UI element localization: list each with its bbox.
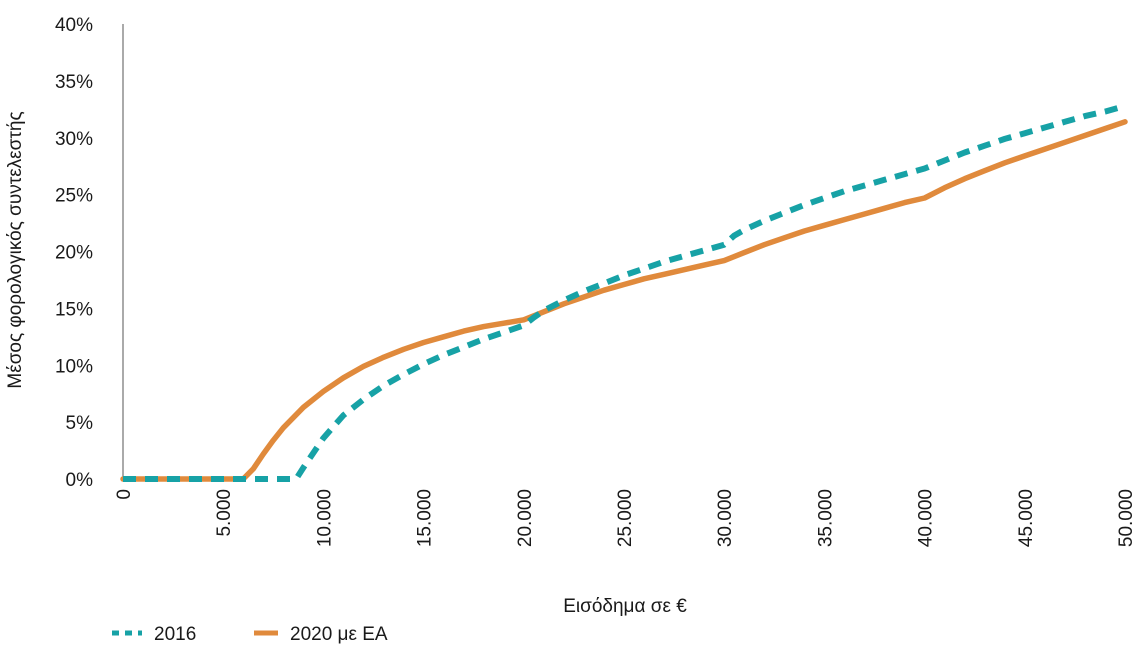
- series-line-2016: [123, 103, 1126, 482]
- y-tick-label: 35%: [55, 72, 93, 93]
- y-axis-title: Μέσος φορολογικός συντελεστής: [5, 111, 26, 388]
- legend-label: 2020 με ΕΑ: [290, 624, 388, 645]
- x-tick-label: 10.000: [314, 489, 335, 547]
- x-axis-title: Εισόδημα σε €: [563, 596, 687, 617]
- x-tick-labels: 0 5.000 10.000 15.000 20.000 25.000 30.000 35.0…: [114, 489, 1137, 547]
- x-tick-label: 35.000: [815, 489, 836, 547]
- y-tick-label: 40%: [55, 15, 93, 36]
- x-tick-label: 40.000: [916, 489, 937, 547]
- x-tick-label: 20.000: [515, 489, 536, 547]
- y-tick-label: 10%: [55, 356, 93, 377]
- y-tick-labels: 0% 5% 10% 15% 20% 25% 30% 35% 40%: [55, 15, 93, 491]
- x-tick-label: 50.000: [1116, 489, 1137, 547]
- series-line-2020: [120, 119, 1128, 482]
- y-tick-label: 0%: [66, 470, 94, 491]
- x-tick-label: 0: [114, 489, 135, 500]
- legend-label: 2016: [154, 624, 196, 645]
- x-tick-label: 5.000: [214, 489, 235, 537]
- x-tick-label: 15.000: [415, 489, 436, 547]
- series-layer: [120, 103, 1128, 482]
- y-tick-label: 5%: [66, 413, 94, 434]
- y-tick-label: 20%: [55, 243, 93, 264]
- legend: 2016 2020 με ΕΑ: [112, 624, 388, 645]
- x-tick-label: 30.000: [715, 489, 736, 547]
- y-tick-label: 15%: [55, 299, 93, 320]
- x-tick-label: 45.000: [1016, 489, 1037, 547]
- x-tick-label: 25.000: [615, 489, 636, 547]
- y-tick-label: 25%: [55, 186, 93, 207]
- y-tick-label: 30%: [55, 129, 93, 150]
